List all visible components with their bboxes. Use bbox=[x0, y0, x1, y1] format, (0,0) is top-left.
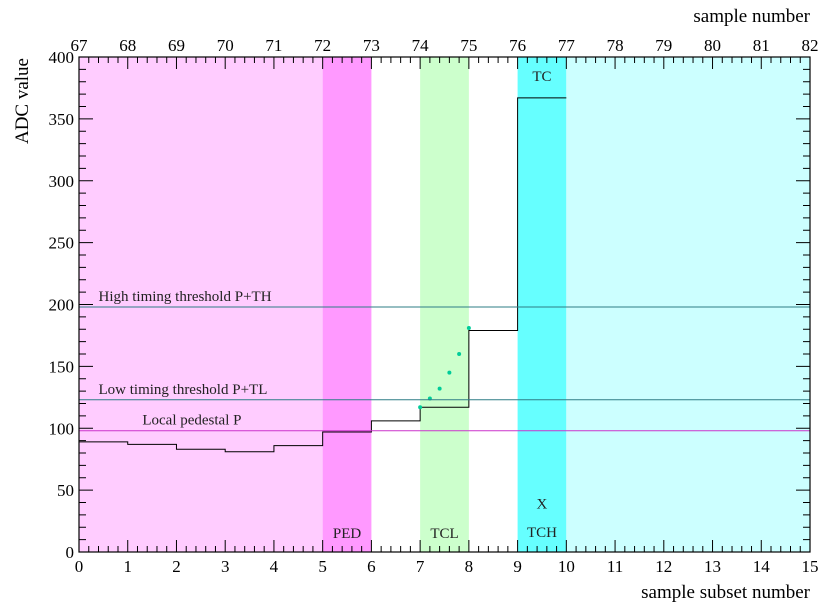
x-tick-label: 1 bbox=[123, 557, 132, 576]
tcl-sample-point bbox=[447, 370, 452, 375]
region-label: PED bbox=[333, 526, 362, 542]
x-tick-label: 9 bbox=[513, 557, 522, 576]
x-tick-label: 14 bbox=[753, 557, 771, 576]
x-tick-label: 7 bbox=[416, 557, 425, 576]
y-tick-label: 50 bbox=[57, 481, 74, 500]
y-tick-label: 250 bbox=[49, 234, 75, 253]
x-tick-label: 8 bbox=[465, 557, 474, 576]
x2-tick-label: 81 bbox=[753, 36, 770, 55]
region-band bbox=[322, 57, 372, 552]
x2-axis-title: sample number bbox=[693, 6, 810, 27]
y-tick-label: 150 bbox=[49, 357, 75, 376]
tcl-sample-point bbox=[437, 386, 442, 391]
x2-tick-label: 77 bbox=[558, 36, 576, 55]
x-tick-label: 11 bbox=[607, 557, 623, 576]
x-tick-label: 12 bbox=[655, 557, 672, 576]
threshold-label: Local pedestal P bbox=[142, 413, 241, 429]
series-layer bbox=[79, 97, 567, 453]
y-tick-label: 100 bbox=[49, 419, 75, 438]
x2-tick-label: 67 bbox=[71, 36, 89, 55]
label-layer: PED TCL TC X TCH High timing threshold P+TH Lo… bbox=[98, 69, 557, 542]
x2-tick-label: 70 bbox=[217, 36, 234, 55]
region-layer bbox=[79, 57, 810, 552]
x2-tick-label: 68 bbox=[119, 36, 136, 55]
x2-tick-label: 73 bbox=[363, 36, 380, 55]
x-tick-label: 3 bbox=[221, 557, 230, 576]
adc-step-series bbox=[79, 97, 567, 453]
region-extra-label: TCH bbox=[527, 525, 557, 541]
threshold-label: Low timing threshold P+TL bbox=[98, 382, 267, 398]
x2-tick-label: 74 bbox=[412, 36, 430, 55]
y-tick-label: 0 bbox=[66, 543, 75, 562]
region-band bbox=[517, 57, 567, 552]
x2-tick-label: 69 bbox=[168, 36, 185, 55]
region-band bbox=[79, 57, 323, 552]
y-tick-label: 400 bbox=[49, 48, 75, 67]
region-extra-label: X bbox=[537, 497, 548, 513]
region-band bbox=[420, 57, 469, 552]
y-axis-title: ADC value bbox=[12, 58, 33, 144]
y-tick-label: 350 bbox=[49, 110, 75, 129]
x-tick-label: 6 bbox=[367, 557, 376, 576]
x2-tick-label: 71 bbox=[265, 36, 282, 55]
x-tick-label: 13 bbox=[704, 557, 721, 576]
x-tick-label: 2 bbox=[172, 557, 181, 576]
region-label: TCL bbox=[430, 526, 458, 542]
y-tick-label: 200 bbox=[49, 296, 75, 315]
tcl-sample-point bbox=[457, 352, 462, 356]
tcl-sample-point bbox=[418, 405, 423, 410]
x-tick-label: 0 bbox=[75, 557, 84, 576]
threshold-layer bbox=[79, 306, 810, 432]
x2-tick-label: 80 bbox=[704, 36, 721, 55]
x2-tick-label: 78 bbox=[607, 36, 624, 55]
tcl-sample-point bbox=[466, 326, 471, 331]
threshold-label: High timing threshold P+TH bbox=[98, 289, 271, 305]
x-tick-label: 4 bbox=[270, 557, 279, 576]
x2-tick-label: 79 bbox=[655, 36, 672, 55]
region-band bbox=[566, 57, 810, 552]
x-tick-label: 10 bbox=[558, 557, 575, 576]
x2-tick-label: 72 bbox=[314, 36, 331, 55]
x-axis-title: sample subset number bbox=[641, 582, 811, 603]
x2-tick-label: 82 bbox=[802, 36, 819, 55]
x-tick-label: 5 bbox=[318, 557, 327, 576]
x2-tick-label: 76 bbox=[509, 36, 526, 55]
region-label: TC bbox=[532, 69, 551, 85]
y-tick-label: 300 bbox=[49, 172, 75, 191]
x2-tick-label: 75 bbox=[460, 36, 477, 55]
x-tick-label: 15 bbox=[802, 557, 819, 576]
